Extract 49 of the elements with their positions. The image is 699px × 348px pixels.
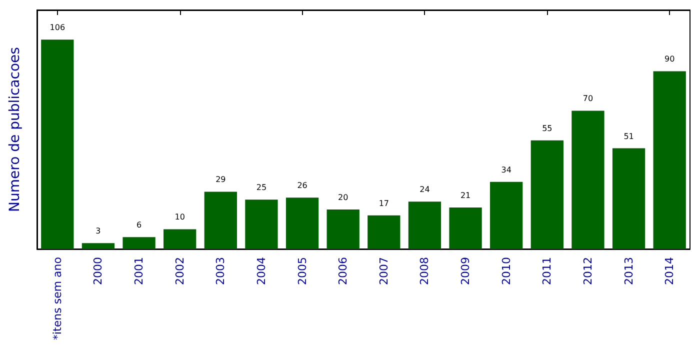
data-label: 24: [420, 185, 430, 194]
x-tick-label: *itens sem ano: [50, 256, 64, 340]
data-label: 20: [338, 192, 348, 202]
data-label: 106: [50, 23, 66, 32]
bar: [612, 148, 646, 249]
data-label: 90: [664, 54, 675, 64]
x-tick-label: 2005: [296, 257, 309, 285]
x-tick-label: 2006: [336, 257, 350, 285]
bar: [204, 192, 237, 249]
x-tick-label: 2002: [173, 257, 186, 285]
bar: [572, 110, 604, 249]
bar: [326, 209, 360, 249]
data-label: 17: [378, 198, 389, 208]
data-label: 26: [297, 181, 308, 190]
bar: [490, 182, 523, 249]
x-tick-label: 2007: [377, 257, 390, 285]
y-axis-title: Numero de publicacoes: [7, 47, 23, 212]
data-label: 34: [501, 165, 512, 174]
bar: [245, 200, 278, 249]
bar: [82, 243, 115, 249]
x-tick-label: 2003: [214, 257, 228, 285]
bar: [449, 208, 482, 249]
data-label: 70: [582, 94, 594, 104]
x-tick-label: 2013: [622, 257, 636, 285]
bar: [286, 198, 319, 249]
bar: [368, 215, 400, 249]
x-tick-label: 2010: [500, 257, 513, 285]
data-label: 21: [460, 191, 471, 200]
x-tick-label: 2009: [459, 257, 472, 285]
bar: [41, 40, 74, 249]
x-tick-label: 2001: [132, 257, 146, 285]
x-tick-label: 2011: [540, 257, 554, 285]
x-tick-label: 2004: [254, 257, 268, 285]
x-tick-label: 2000: [92, 257, 105, 285]
data-label: 25: [256, 183, 267, 192]
bar: [164, 229, 196, 249]
bar: [408, 202, 442, 249]
bar: [122, 237, 156, 249]
x-tick-label: 2008: [418, 257, 432, 285]
data-label: 55: [542, 124, 552, 133]
bar: [653, 71, 686, 249]
bar: [530, 140, 564, 249]
data-label: 29: [216, 175, 226, 184]
data-label: 10: [174, 212, 185, 222]
data-label: 51: [624, 132, 634, 141]
data-label: 6: [136, 220, 142, 230]
x-tick-label: 2014: [663, 257, 676, 285]
data-label: 3: [96, 226, 101, 236]
x-tick-label: 2012: [581, 257, 594, 285]
